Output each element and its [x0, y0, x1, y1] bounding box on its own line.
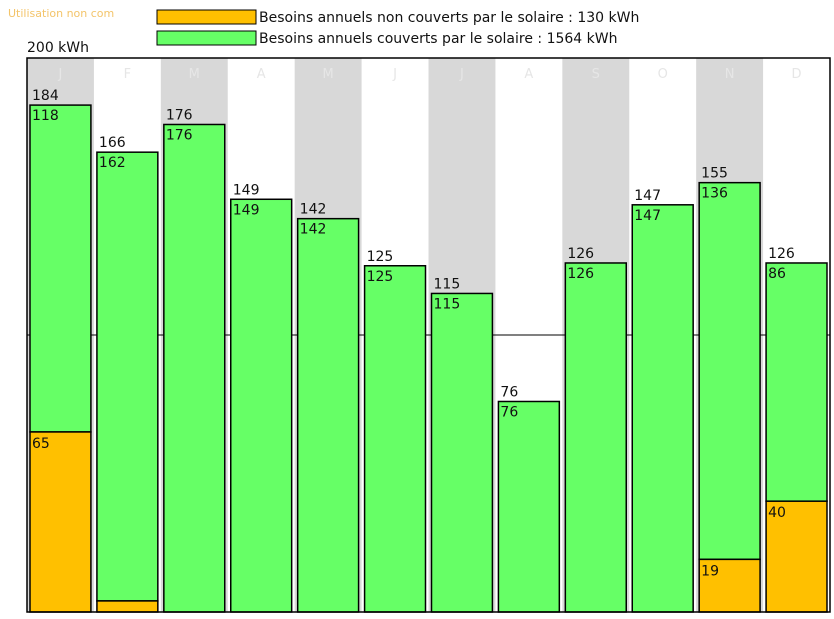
covered-value-label: 86	[768, 266, 786, 282]
bar-covered	[430, 292, 494, 613]
bar-uncovered	[29, 431, 92, 613]
total-label: 147	[634, 188, 661, 204]
uncovered-value-label: 40	[768, 505, 786, 521]
total-label: 126	[567, 246, 594, 262]
month-label: N	[725, 67, 735, 82]
month-label: O	[658, 67, 668, 82]
bar-covered	[230, 198, 293, 613]
bar-uncovered	[96, 600, 159, 613]
total-label: 149	[233, 182, 260, 198]
plot-border	[26, 57, 831, 613]
month-label: J	[58, 67, 63, 82]
legend-label-covered: Besoins annuels couverts par le solaire …	[259, 31, 617, 47]
bar-covered	[698, 181, 761, 561]
uncovered-value-label: 65	[32, 436, 50, 452]
total-label: 184	[32, 88, 59, 104]
month-label: A	[257, 67, 266, 82]
covered-value-label: 176	[166, 127, 193, 143]
bar-covered	[29, 104, 92, 433]
uncovered-value-label: 19	[701, 563, 719, 579]
bar-covered	[564, 262, 627, 613]
bar-covered	[363, 265, 427, 613]
bar-covered	[631, 204, 694, 613]
total-label: 125	[367, 249, 394, 265]
total-label: 126	[768, 246, 795, 262]
bar-covered	[163, 123, 226, 613]
covered-value-label: 162	[99, 155, 126, 171]
month-label: M	[323, 67, 334, 82]
legend-label-uncovered: Besoins annuels non couverts par le sola…	[259, 10, 639, 26]
month-label: A	[524, 67, 533, 82]
bar-covered	[765, 262, 828, 502]
month-label: F	[124, 67, 131, 82]
total-label: 155	[701, 166, 728, 182]
covered-value-label: 147	[634, 208, 661, 224]
covered-value-label: 126	[567, 266, 594, 282]
month-label: D	[792, 67, 802, 82]
legend-swatch-uncovered	[156, 9, 257, 25]
covered-value-label: 142	[300, 222, 327, 238]
bar-covered	[296, 217, 360, 613]
month-label: S	[592, 67, 600, 82]
total-label: 166	[99, 135, 126, 151]
bar-uncovered	[765, 500, 828, 613]
y-max-label: 200 kWh	[27, 40, 89, 56]
covered-value-label: 76	[500, 404, 518, 420]
total-label: 115	[434, 276, 461, 292]
plot-area: J F M A M J J A S O N D 184 118 65 166 162 176 176 149 149 14…	[26, 57, 831, 613]
bar-covered	[497, 400, 561, 613]
bar-covered	[96, 151, 159, 602]
legend-swatch-covered	[156, 30, 257, 46]
month-label: J	[459, 67, 464, 82]
covered-value-label: 125	[367, 269, 394, 285]
covered-value-label: 136	[701, 186, 728, 202]
background-text: Utilisation non com	[8, 7, 114, 20]
total-label: 176	[166, 107, 193, 123]
total-label: 142	[300, 202, 327, 218]
covered-value-label: 149	[233, 202, 260, 218]
month-label: M	[189, 67, 200, 82]
covered-value-label: 118	[32, 108, 59, 124]
month-label: J	[392, 67, 397, 82]
total-label: 76	[500, 384, 518, 400]
covered-value-label: 115	[434, 296, 461, 312]
